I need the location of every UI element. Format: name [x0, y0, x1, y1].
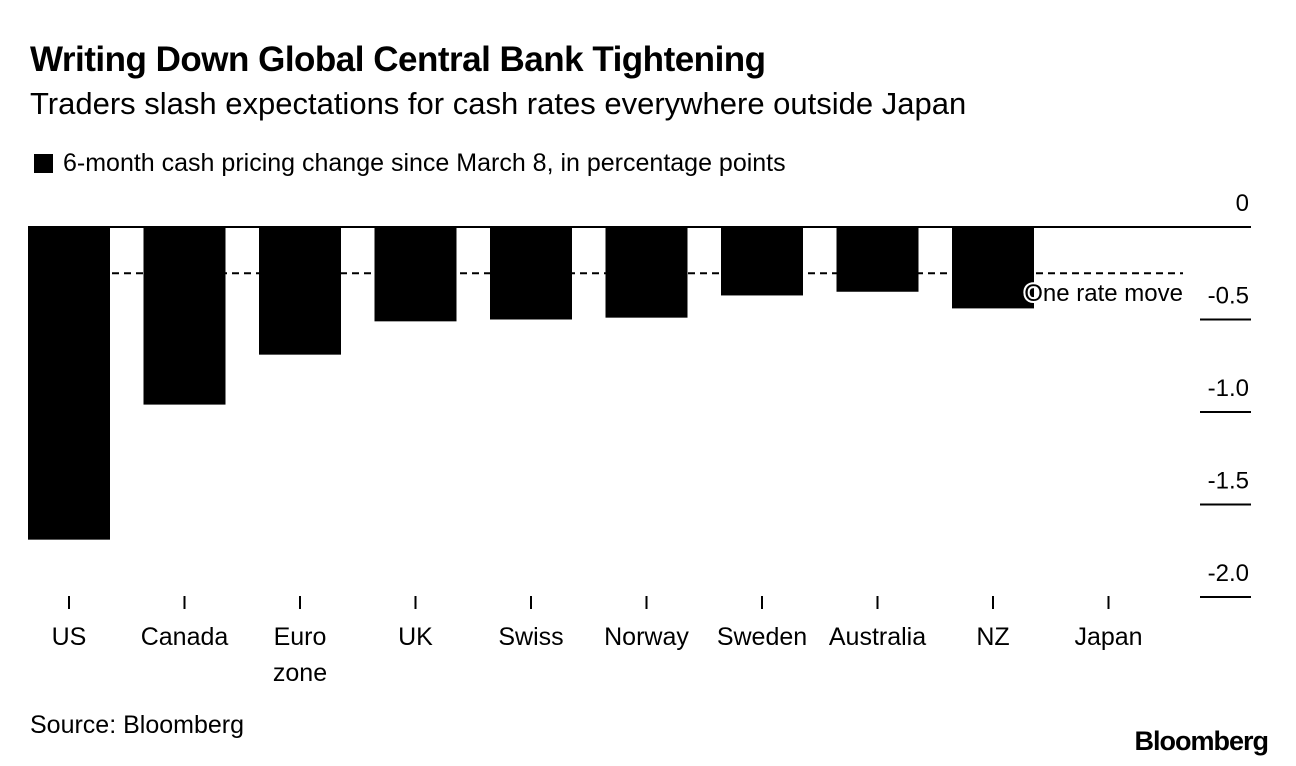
- x-tick-label: Sweden: [717, 623, 807, 651]
- bar: [836, 227, 919, 292]
- x-tick-label: Swiss: [498, 623, 563, 651]
- x-tick-label: Canada: [141, 623, 229, 651]
- bar: [721, 227, 803, 296]
- x-tick-label: UK: [398, 623, 433, 651]
- x-tick-label: Australia: [829, 623, 926, 651]
- chart-subtitle: Traders slash expectations for cash rate…: [30, 86, 967, 121]
- y-tick-label: -1.0: [1208, 375, 1249, 402]
- bloomberg-logo: Bloomberg: [1134, 726, 1269, 756]
- legend-label: 6-month cash pricing change since March …: [63, 149, 786, 177]
- y-tick-label: -2.0: [1208, 560, 1249, 587]
- x-tick-label: NZ: [976, 623, 1009, 651]
- x-tick-label: Japan: [1074, 623, 1142, 651]
- bar: [259, 227, 341, 355]
- chart-title: Writing Down Global Central Bank Tighten…: [30, 40, 766, 79]
- x-tick-label: Euro: [274, 623, 327, 651]
- x-tick-label: zone: [273, 659, 327, 687]
- legend: 6-month cash pricing change since March …: [34, 149, 786, 178]
- x-tick-label: US: [52, 623, 87, 651]
- bar: [28, 227, 110, 540]
- legend-swatch: [34, 154, 53, 173]
- source-note: Source: Bloomberg: [30, 711, 245, 739]
- y-tick-label: 0: [1236, 190, 1249, 217]
- x-tick-label: Norway: [604, 623, 689, 651]
- y-tick-label: -1.5: [1208, 468, 1249, 495]
- bar: [143, 227, 226, 405]
- bar: [952, 227, 1034, 309]
- y-tick-label: -0.5: [1208, 283, 1249, 310]
- reference-line-label: One rate move: [1024, 280, 1183, 307]
